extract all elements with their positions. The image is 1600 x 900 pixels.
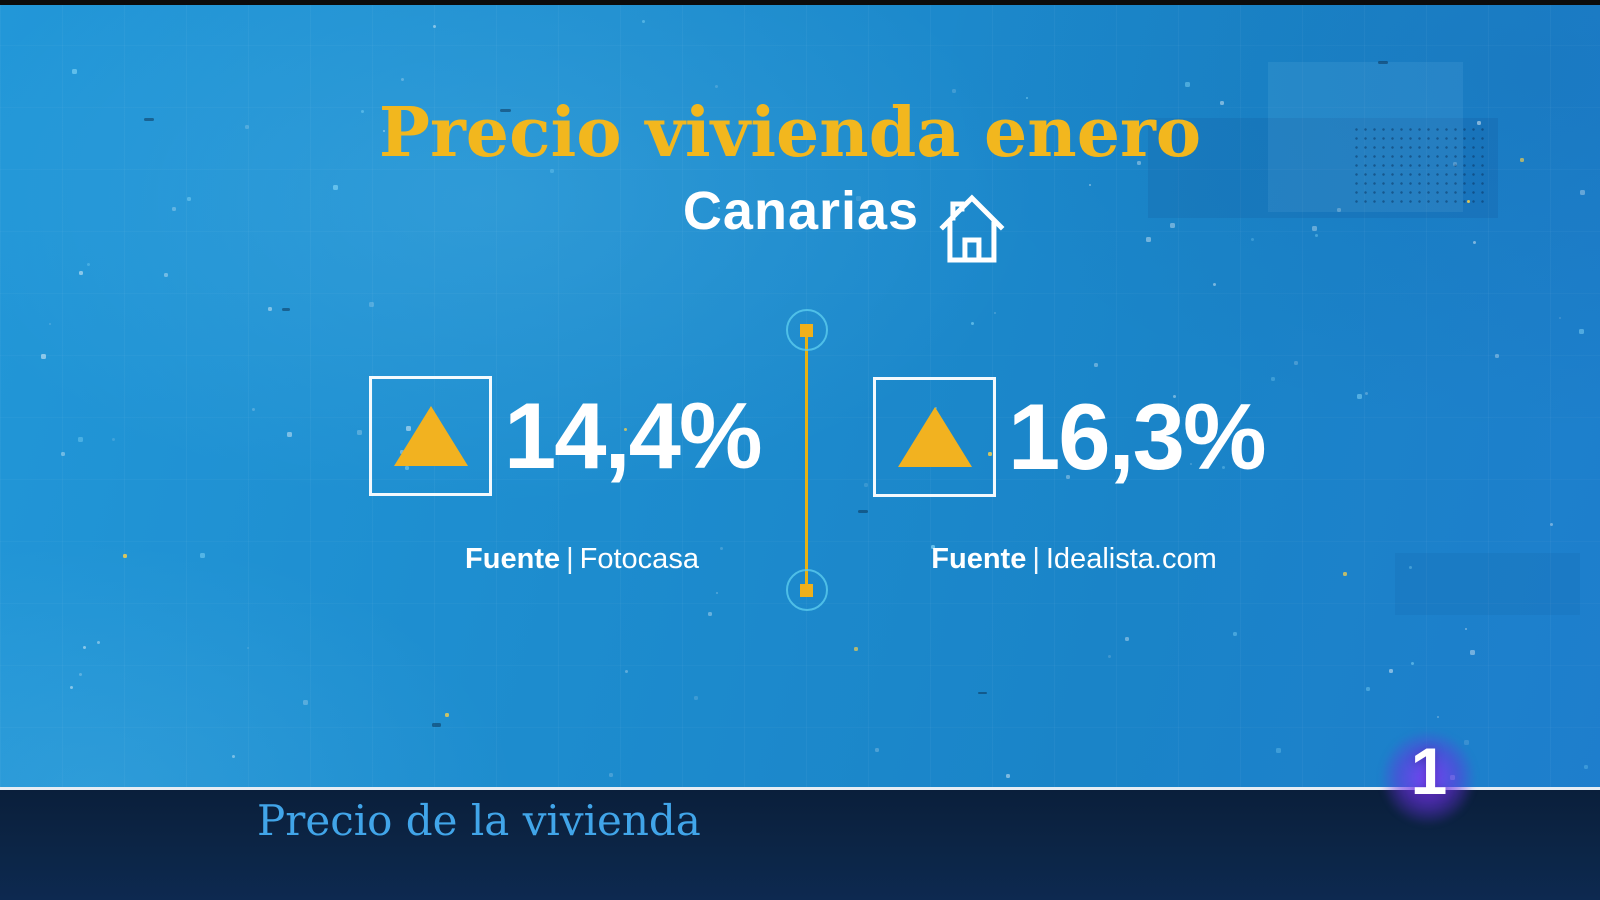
house-icon [939,194,1005,263]
page-title: Precio vivienda enero [378,93,1202,173]
channel-badge-la1: 1 [1410,734,1448,808]
subtitle-row: Canarias [683,182,1007,266]
stat-fotocasa: 14,4% [369,376,763,496]
stat-idealista: 16,3% [873,377,1267,497]
subtitle-region: Canarias [682,181,920,241]
lower-third-bar: Precio de la vivienda [0,790,1600,900]
lower-third-top-line [0,787,1600,790]
texture-patch [1148,118,1498,218]
stat-value-fotocasa: 14,4% [504,383,763,488]
source-separator: | [1032,543,1040,575]
divider-line [805,336,808,584]
trend-up-box [369,376,492,496]
source-name: Idealista.com [1045,543,1217,575]
divider-endpoint-circle [786,309,828,351]
top-letterbox-strip [0,0,1600,5]
source-idealista: Fuente | Idealista.com [874,543,1274,576]
stat-value-idealista: 16,3% [1008,384,1267,489]
source-label: Fuente [931,543,1027,575]
source-name: Fotocasa [579,543,699,575]
divider-endpoint-circle [786,569,828,611]
channel-badge-glow [1378,728,1478,828]
source-fotocasa: Fuente | Fotocasa [382,543,782,576]
triangle-up-icon [393,406,468,466]
trend-up-box [873,377,996,497]
source-separator: | [566,543,574,575]
texture-dot-grid [1352,125,1484,209]
texture-patch [1395,553,1580,615]
lower-third-caption: Precio de la vivienda [257,796,701,845]
texture-patch [1268,62,1463,212]
source-label: Fuente [465,543,561,575]
triangle-up-icon [897,407,972,467]
